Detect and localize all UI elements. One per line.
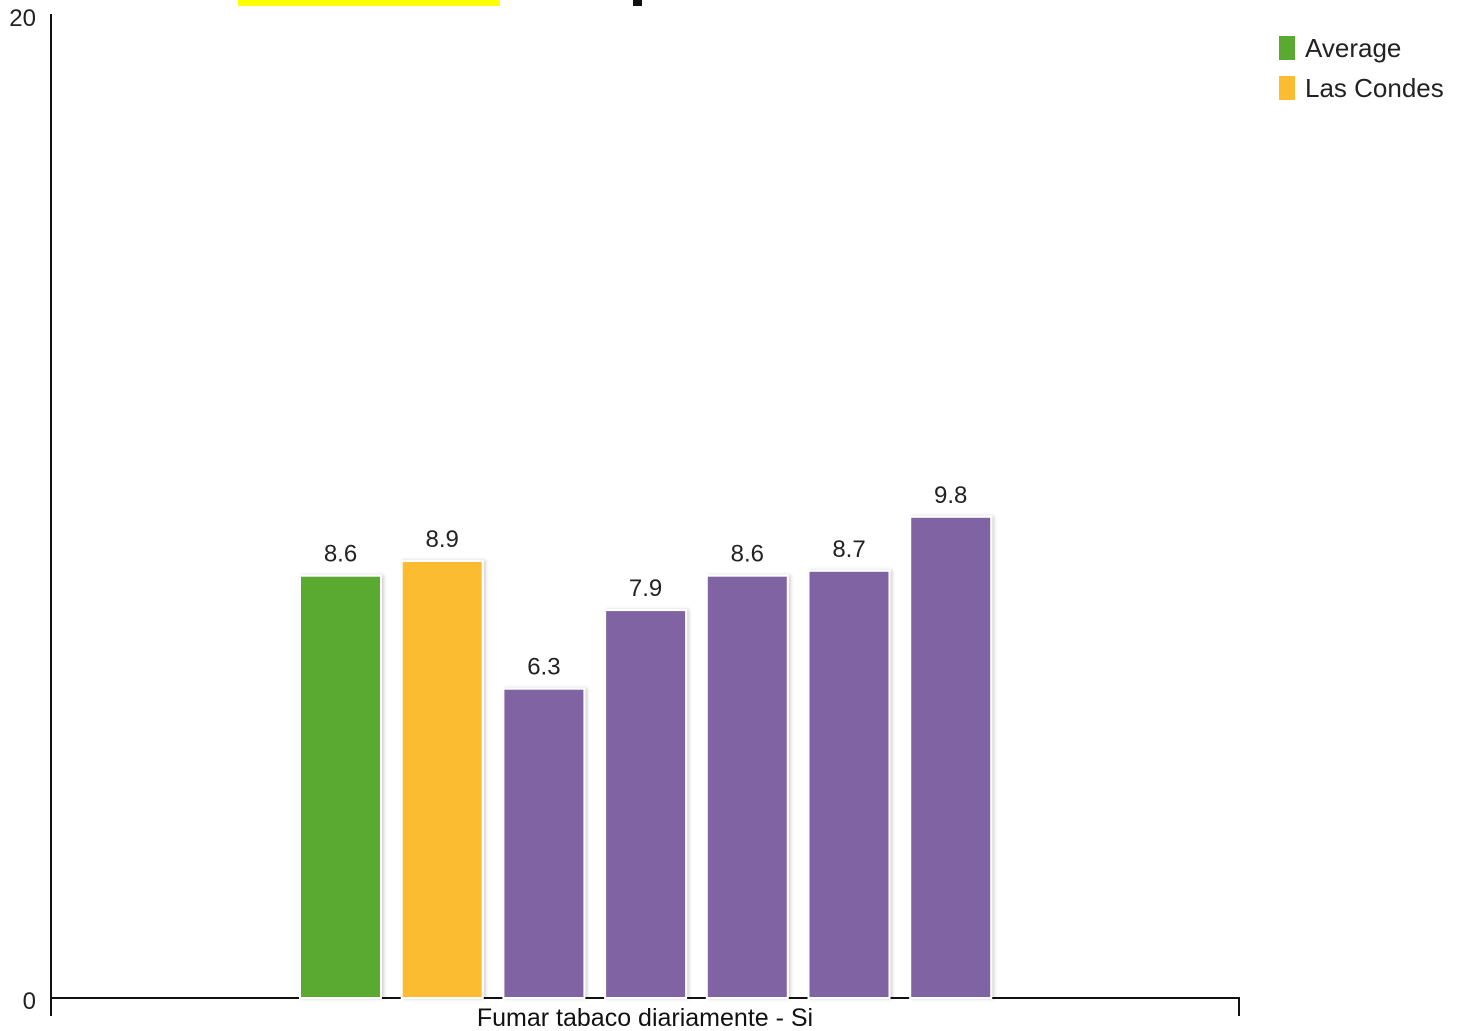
bar-value-label-5: 8.6 <box>731 541 764 568</box>
legend-swatch-1 <box>1279 36 1295 60</box>
x-category-label: Fumar tabaco diariamente - Si <box>477 1004 813 1031</box>
bar-6 <box>807 569 891 999</box>
legend-label-1: Average <box>1305 33 1401 63</box>
bar-value-label-3: 6.3 <box>527 654 560 681</box>
legend-label-2: Las Condes <box>1305 73 1444 103</box>
y-tick-label-max: 20 <box>9 5 36 32</box>
bar-4 <box>604 609 688 999</box>
bar-7 <box>909 515 993 999</box>
y-tick-label-min: 0 <box>23 988 36 1015</box>
legend-swatch-2 <box>1279 76 1295 100</box>
bar-3 <box>502 687 586 999</box>
bar-value-label-1: 8.6 <box>324 541 357 568</box>
bar-2 <box>400 560 484 999</box>
title-fragment <box>633 0 642 6</box>
legend: Average Las Condes <box>1279 33 1444 103</box>
bar-value-label-6: 8.7 <box>832 536 865 563</box>
bar-value-label-2: 8.9 <box>426 526 459 553</box>
title-highlight <box>238 0 500 6</box>
bar-1 <box>299 574 382 999</box>
bar-series <box>299 515 993 999</box>
bar-5 <box>705 574 789 999</box>
bar-value-label-7: 9.8 <box>934 482 967 509</box>
bar-value-labels: 8.6 8.9 6.3 7.9 8.6 8.7 9.8 <box>324 482 968 681</box>
bar-value-label-4: 7.9 <box>629 575 662 602</box>
